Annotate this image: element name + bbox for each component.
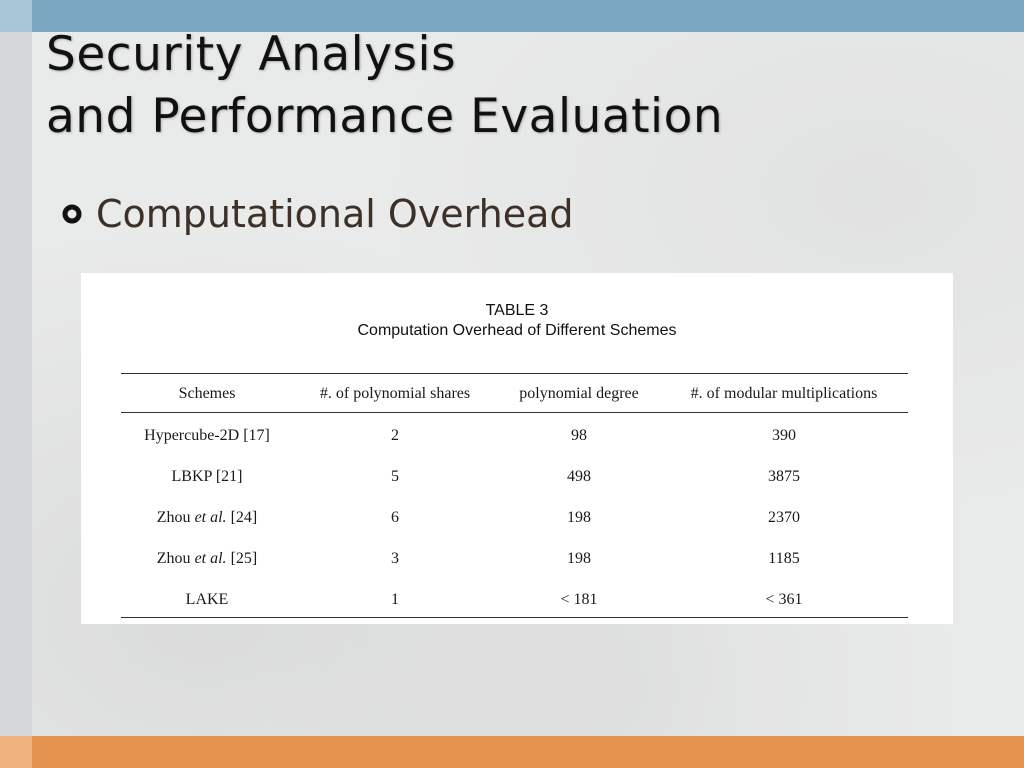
table-header-multiplications: #. of modular multiplications [690,385,878,402]
table-cell-multiplications: 1185 [768,550,800,567]
table-cell-multiplications: 2370 [768,509,800,526]
table-cell-scheme: LBKP [21] [171,468,243,485]
table-cell-shares: 6 [391,509,399,526]
table-caption: Computation Overhead of Different Scheme… [357,322,677,339]
table-header-rule [121,412,908,413]
table-cell-scheme: Zhou et al. [24] [156,509,258,526]
slide-title-line-1: Security Analysis [46,27,457,82]
hollow-circle-bullet-icon [62,204,82,224]
bottom-accent-band [32,736,1024,768]
table-cell-shares: 2 [391,427,399,444]
table-bottom-rule [121,617,908,618]
table-cell-scheme: LAKE [185,591,229,608]
table-header-shares: #. of polynomial shares [319,385,471,402]
table-header-schemes: Schemes [178,385,236,402]
slide-title-line-2: and Performance Evaluation [46,89,724,144]
table-cell-shares: 3 [391,550,399,567]
table-cell-multiplications: 390 [772,427,796,444]
table-figure: TABLE 3 Computation Overhead of Differen… [81,273,953,624]
bullet-text: Computational Overhead [96,192,574,236]
table-number: TABLE 3 [485,302,549,319]
table-header-degree: polynomial degree [519,385,639,402]
table-cell-scheme: Zhou et al. [25] [156,550,258,567]
table-cell-degree: 98 [571,427,587,444]
table-cell-degree: 498 [567,468,591,485]
table-cell-degree: 198 [567,550,591,567]
slide-title: Security Analysis and Performance Evalua… [46,24,723,148]
table-cell-scheme: Hypercube-2D [17] [144,427,270,444]
table-cell-multiplications: 3875 [768,468,800,485]
top-accent-band [32,0,1024,32]
table-cell-shares: 5 [391,468,399,485]
bullet-item: Computational Overhead [62,188,574,240]
table-cell-degree: < 181 [560,591,598,608]
table-cell-shares: 1 [391,591,399,608]
bottom-corner-accent [0,736,32,768]
table-cell-multiplications: < 361 [765,591,803,608]
table-top-rule [121,373,908,374]
table-cell-degree: 198 [567,509,591,526]
top-corner-accent [0,0,32,32]
left-margin-strip [0,0,32,768]
